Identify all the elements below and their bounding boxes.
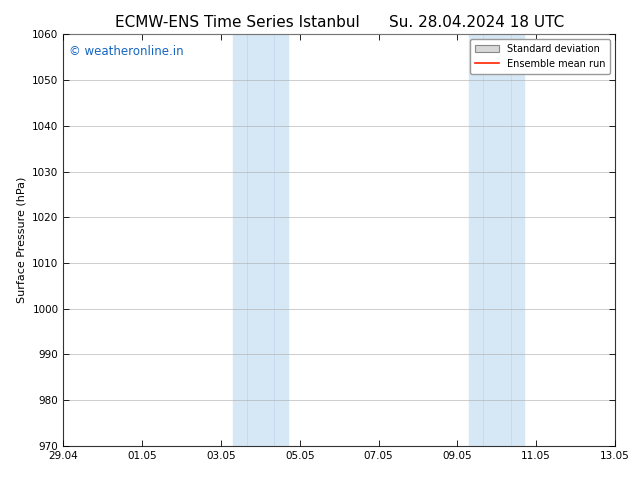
Bar [497,34,524,446]
Title: ECMW-ENS Time Series Istanbul      Su. 28.04.2024 18 UTC: ECMW-ENS Time Series Istanbul Su. 28.04.… [115,15,564,30]
Bar [233,34,261,446]
Legend: Standard deviation, Ensemble mean run: Standard deviation, Ensemble mean run [470,39,610,74]
Bar [469,34,497,446]
Bar [261,34,288,446]
Text: © weatheronline.in: © weatheronline.in [69,45,183,58]
Y-axis label: Surface Pressure (hPa): Surface Pressure (hPa) [16,177,27,303]
